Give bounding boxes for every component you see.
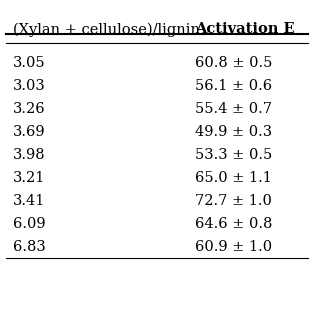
Text: 53.3 ± 0.5: 53.3 ± 0.5 bbox=[195, 148, 272, 162]
Text: 64.6 ± 0.8: 64.6 ± 0.8 bbox=[195, 217, 272, 231]
Text: 3.69: 3.69 bbox=[12, 125, 45, 139]
Text: 3.26: 3.26 bbox=[12, 102, 45, 116]
Text: 49.9 ± 0.3: 49.9 ± 0.3 bbox=[195, 125, 272, 139]
Text: 3.21: 3.21 bbox=[12, 171, 45, 185]
Text: 3.41: 3.41 bbox=[12, 194, 45, 208]
Text: 60.8 ± 0.5: 60.8 ± 0.5 bbox=[195, 56, 272, 70]
Text: 6.09: 6.09 bbox=[12, 217, 45, 231]
Text: 65.0 ± 1.1: 65.0 ± 1.1 bbox=[195, 171, 272, 185]
Text: 56.1 ± 0.6: 56.1 ± 0.6 bbox=[195, 79, 272, 93]
Text: (Xylan + cellulose)/lignin: (Xylan + cellulose)/lignin bbox=[12, 22, 200, 37]
Text: 3.03: 3.03 bbox=[12, 79, 45, 93]
Text: 3.05: 3.05 bbox=[12, 56, 45, 70]
Text: 55.4 ± 0.7: 55.4 ± 0.7 bbox=[195, 102, 272, 116]
Text: Activation E: Activation E bbox=[195, 22, 295, 36]
Text: 3.98: 3.98 bbox=[12, 148, 45, 162]
Text: 6.83: 6.83 bbox=[12, 240, 45, 254]
Text: 72.7 ± 1.0: 72.7 ± 1.0 bbox=[195, 194, 272, 208]
Text: 60.9 ± 1.0: 60.9 ± 1.0 bbox=[195, 240, 272, 254]
